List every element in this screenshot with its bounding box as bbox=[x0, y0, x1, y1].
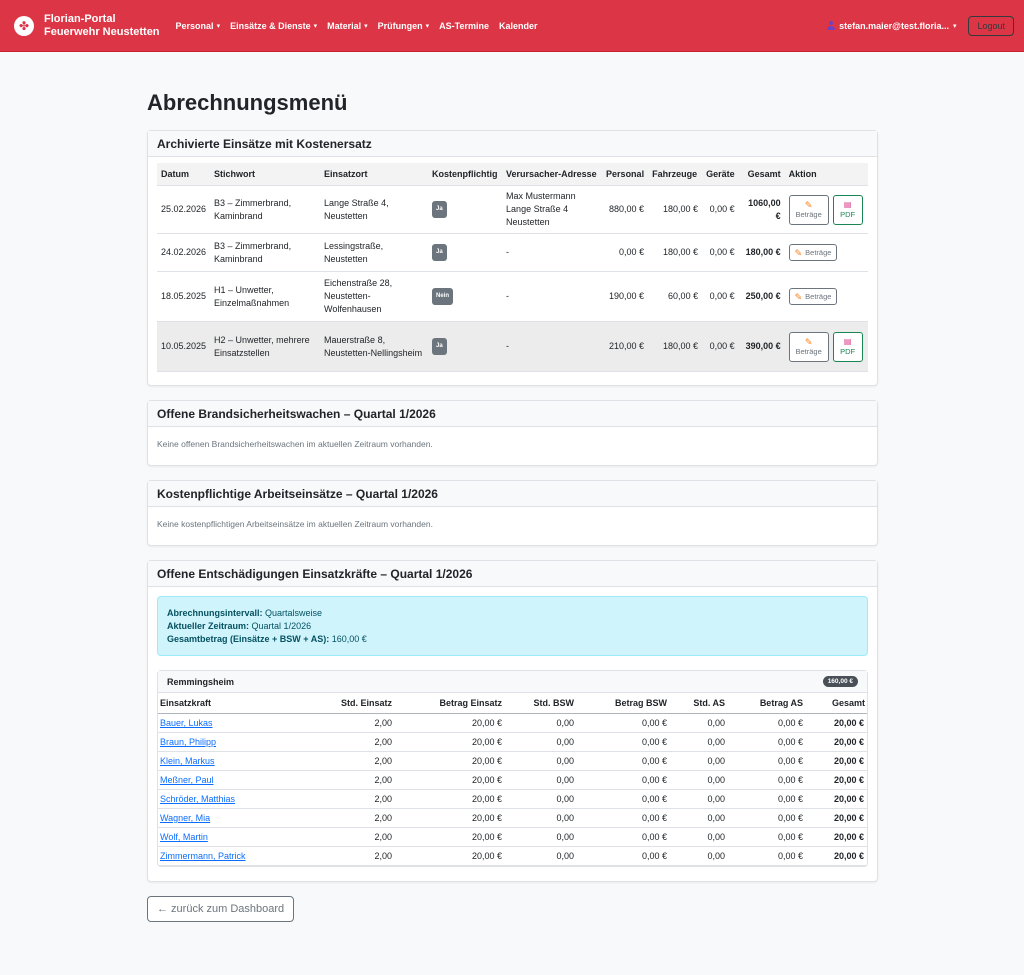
group-total-badge: 160,00 € bbox=[822, 676, 858, 687]
betraege-button[interactable]: ✎ Beträge bbox=[788, 244, 838, 261]
betraege-button[interactable]: ✎ Beträge bbox=[788, 331, 829, 362]
table-row: Meßner, Paul 2,00 20,00 €0,00 0,00 €0,00 0,0… bbox=[158, 770, 867, 790]
nav-einsaetze[interactable]: Einsätze & Dienste ▾ bbox=[230, 20, 318, 31]
table-row: 25.02.2026 B3 – Zimmerbrand, Kaminbrand … bbox=[157, 185, 868, 234]
person-link[interactable]: Bauer, Lukas bbox=[160, 718, 213, 728]
status-badge: Ja bbox=[432, 244, 447, 261]
bsw-card-header: Offene Brandsicherheitswachen – Quartal … bbox=[148, 401, 877, 427]
table-row: 24.02.2026 B3 – Zimmerbrand, Kaminbrand … bbox=[157, 233, 868, 272]
arbeit-card: Kostenpflichtige Arbeitseinsätze – Quart… bbox=[147, 480, 878, 546]
bsw-empty-text: Keine offenen Brandsicherheitswachen im … bbox=[157, 439, 433, 449]
col-personal: Personal bbox=[602, 163, 649, 186]
caret-down-icon: ▾ bbox=[216, 22, 221, 30]
caret-down-icon: ▾ bbox=[952, 22, 957, 30]
pdf-button[interactable]: ▤ PDF bbox=[832, 194, 863, 225]
firefighter-logo-icon: ✤ bbox=[14, 15, 34, 36]
entschaedigungen-card-header: Offene Entschädigungen Einsatzkräfte – Q… bbox=[148, 561, 877, 587]
pencil-icon: ✎ bbox=[804, 199, 813, 210]
person-link[interactable]: Schröder, Matthias bbox=[160, 794, 236, 804]
col-geraete: Geräte bbox=[702, 163, 739, 186]
archived-card-header: Archivierte Einsätze mit Kostenersatz bbox=[148, 131, 877, 157]
betraege-button[interactable]: ✎ Beträge bbox=[788, 194, 829, 225]
archived-table: Datum Stichwort Einsatzort Kostenpflicht… bbox=[157, 163, 868, 372]
caret-down-icon: ▾ bbox=[364, 22, 368, 30]
col-kostenpflichtig: Kostenpflichtig bbox=[428, 163, 503, 186]
logout-button[interactable]: Logout bbox=[968, 15, 1014, 36]
col-datum: Datum bbox=[157, 163, 211, 186]
pencil-icon: ✎ bbox=[794, 291, 803, 302]
status-badge: Ja bbox=[432, 338, 447, 355]
compensation-table: Einsatzkraft Std. Einsatz Betrag Einsatz… bbox=[158, 693, 867, 866]
pdf-icon: ▤ bbox=[843, 336, 852, 346]
page-title: Abrechnungsmenü bbox=[147, 90, 348, 115]
col-aktion: Aktion bbox=[784, 163, 868, 186]
brand-subtitle: Feuerwehr Neustetten bbox=[44, 25, 160, 38]
user-menu[interactable]: stefan.maier@test.floria... ▾ bbox=[827, 21, 956, 31]
pdf-icon: ▤ bbox=[843, 199, 852, 209]
caret-down-icon: ▾ bbox=[425, 22, 430, 30]
main-container: Abrechnungsmenü Archivierte Einsätze mit… bbox=[147, 52, 878, 922]
brand-title: Florian-Portal bbox=[44, 12, 116, 25]
arbeit-empty-text: Keine kostenpflichtigen Arbeitseinsätze … bbox=[157, 519, 433, 529]
group-card: Remmingsheim 160,00 € Einsatzkraft Std. … bbox=[157, 670, 868, 867]
person-link[interactable]: Klein, Markus bbox=[160, 756, 215, 766]
brand[interactable]: ✤ Florian-Portal Feuerwehr Neustetten bbox=[14, 13, 160, 39]
table-row: 18.05.2025 H1 – Unwetter, Einzelmaßnahme… bbox=[157, 271, 868, 322]
status-badge: Ja bbox=[432, 201, 447, 218]
table-row: Klein, Markus 2,00 20,00 €0,00 0,00 €0,00 0,… bbox=[158, 751, 867, 771]
col-einsatzort: Einsatzort bbox=[320, 163, 429, 186]
nav-material[interactable]: Material ▾ bbox=[327, 20, 368, 31]
arbeit-card-header: Kostenpflichtige Arbeitseinsätze – Quart… bbox=[148, 481, 877, 507]
pdf-button[interactable]: ▤ PDF bbox=[832, 331, 863, 362]
nav-kalender[interactable]: Kalender bbox=[499, 20, 538, 31]
nav-personal[interactable]: Personal ▾ bbox=[175, 20, 221, 31]
table-row: Schröder, Matthias 2,00 20,00 €0,00 0,00 €0… bbox=[158, 789, 867, 809]
table-row: Braun, Philipp 2,00 20,00 €0,00 0,00 €0,00 0… bbox=[158, 732, 867, 752]
pencil-icon: ✎ bbox=[794, 247, 803, 258]
table-row: Zimmermann, Patrick 2,00 20,00 €0,00 0,00 €… bbox=[158, 846, 867, 866]
col-stichwort: Stichwort bbox=[210, 163, 321, 186]
caret-down-icon: ▾ bbox=[313, 22, 318, 30]
archived-card: Archivierte Einsätze mit Kostenersatz Da… bbox=[147, 130, 878, 386]
back-to-dashboard-button[interactable]: ← zurück zum Dashboard bbox=[147, 896, 295, 922]
info-alert: Abrechnungsintervall: Quartalsweise Aktu… bbox=[157, 596, 868, 656]
person-link[interactable]: Braun, Philipp bbox=[160, 737, 217, 747]
status-badge: Nein bbox=[432, 288, 454, 305]
person-link[interactable]: Meßner, Paul bbox=[160, 775, 214, 785]
nav-as-termine[interactable]: AS-Termine bbox=[439, 20, 490, 31]
table-row: 10.05.2025 H2 – Unwetter, mehrere Einsat… bbox=[157, 321, 868, 372]
top-navbar: ✤ Florian-Portal Feuerwehr Neustetten Pe… bbox=[0, 0, 1024, 52]
betraege-button[interactable]: ✎ Beträge bbox=[788, 288, 838, 305]
table-row: Wagner, Mia 2,00 20,00 €0,00 0,00 €0,00 0,00… bbox=[158, 808, 867, 828]
person-link[interactable]: Wagner, Mia bbox=[160, 813, 211, 823]
pencil-icon: ✎ bbox=[804, 336, 813, 347]
table-row: Wolf, Martin 2,00 20,00 €0,00 0,00 €0,00 0,0… bbox=[158, 827, 867, 847]
table-row: Bauer, Lukas 2,00 20,00 €0,00 0,00 €0,00 0,0… bbox=[158, 713, 867, 733]
entschaedigungen-card: Offene Entschädigungen Einsatzkräfte – Q… bbox=[147, 560, 878, 882]
col-gesamt: Gesamt bbox=[738, 163, 785, 186]
person-link[interactable]: Zimmermann, Patrick bbox=[160, 851, 246, 861]
nav-pruefungen[interactable]: Prüfungen ▾ bbox=[377, 20, 430, 31]
nav-menu: Personal ▾ Einsätze & Dienste ▾ Material ▾ … bbox=[176, 21, 538, 31]
user-email: stefan.maier@test.floria... bbox=[839, 20, 949, 31]
user-icon bbox=[827, 21, 836, 30]
col-fahrzeuge: Fahrzeuge bbox=[648, 163, 703, 186]
bsw-card: Offene Brandsicherheitswachen – Quartal … bbox=[147, 400, 878, 466]
group-title: Remmingsheim bbox=[167, 676, 235, 687]
col-verursacher: Verursacher-Adresse bbox=[502, 163, 603, 186]
person-link[interactable]: Wolf, Martin bbox=[160, 832, 208, 842]
